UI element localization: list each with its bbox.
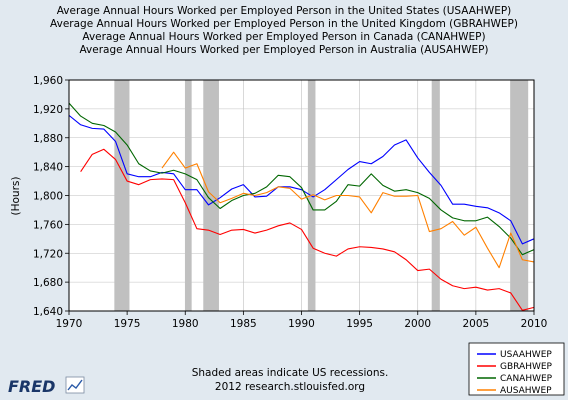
x-tick-label-1975: 1975 (114, 318, 141, 330)
series-line-usaahwep (68, 114, 535, 245)
chart-title-aus: Average Annual Hours Worked per Employed… (79, 44, 488, 56)
chart-titles: Average Annual Hours Worked per Employed… (50, 5, 518, 56)
footer-recession-note: Shaded areas indicate US recessions. (192, 367, 389, 379)
fred-logo: FRED (8, 376, 85, 396)
x-tick-label-2005: 2005 (463, 318, 490, 330)
x-tick-label-2000: 2000 (404, 318, 431, 330)
y-tick-label-1960: 1,960 (33, 75, 63, 87)
chart-title-can: Average Annual Hours Worked per Employed… (82, 31, 485, 43)
y-axis-ticks: 1,640 1,680 1,720 1,760 1,800 1,840 1,880 1,920… (33, 75, 69, 318)
chart-title-gbr: Average Annual Hours Worked per Employed… (50, 18, 518, 30)
series-lines (68, 102, 535, 311)
x-tick-label-1980: 1980 (172, 318, 199, 330)
legend-label-gbrahwep: GBRAHWEP (500, 362, 553, 372)
y-tick-label-1840: 1,840 (33, 162, 63, 174)
y-tick-label-1800: 1,800 (33, 191, 63, 203)
legend-label-ausahwep: AUSAHWEP (500, 386, 552, 396)
series-line-ausahwep (161, 151, 535, 269)
x-tick-label-1985: 1985 (230, 318, 257, 330)
legend-label-usaahwep: USAAHWEP (500, 350, 552, 360)
legend-box (468, 342, 565, 396)
legend-label-canahwep: CANAHWEP (500, 374, 553, 384)
y-axis-title: (Hours) (10, 177, 22, 216)
series-line-canahwep (68, 102, 535, 256)
x-tick-label-2010: 2010 (521, 318, 548, 330)
y-tick-label-1880: 1,880 (33, 133, 63, 145)
y-tick-label-1680: 1,680 (33, 277, 63, 289)
y-tick-label-1720: 1,720 (33, 248, 63, 260)
chart-title-usa: Average Annual Hours Worked per Employed… (57, 5, 512, 17)
x-tick-label-1995: 1995 (346, 318, 373, 330)
x-tick-label-1990: 1990 (288, 318, 315, 330)
fred-logo-text: FRED (8, 377, 55, 396)
y-tick-label-1920: 1,920 (33, 104, 63, 116)
legend: USAAHWEP GBRAHWEP CANAHWEP AUSAHWEP (468, 342, 565, 396)
series-line-gbrahwep (80, 148, 535, 311)
y-tick-label-1640: 1,640 (33, 306, 63, 318)
x-tick-label-1970: 1970 (56, 318, 83, 330)
fred-logo-chart-icon (65, 376, 85, 394)
footer-source: 2012 research.stlouisfed.org (215, 381, 365, 393)
grid-lines (69, 80, 534, 311)
x-axis-ticks: 1970 1975 1980 1985 1990 1995 2000 2005 2010 (56, 311, 548, 330)
y-tick-label-1760: 1,760 (33, 219, 63, 231)
